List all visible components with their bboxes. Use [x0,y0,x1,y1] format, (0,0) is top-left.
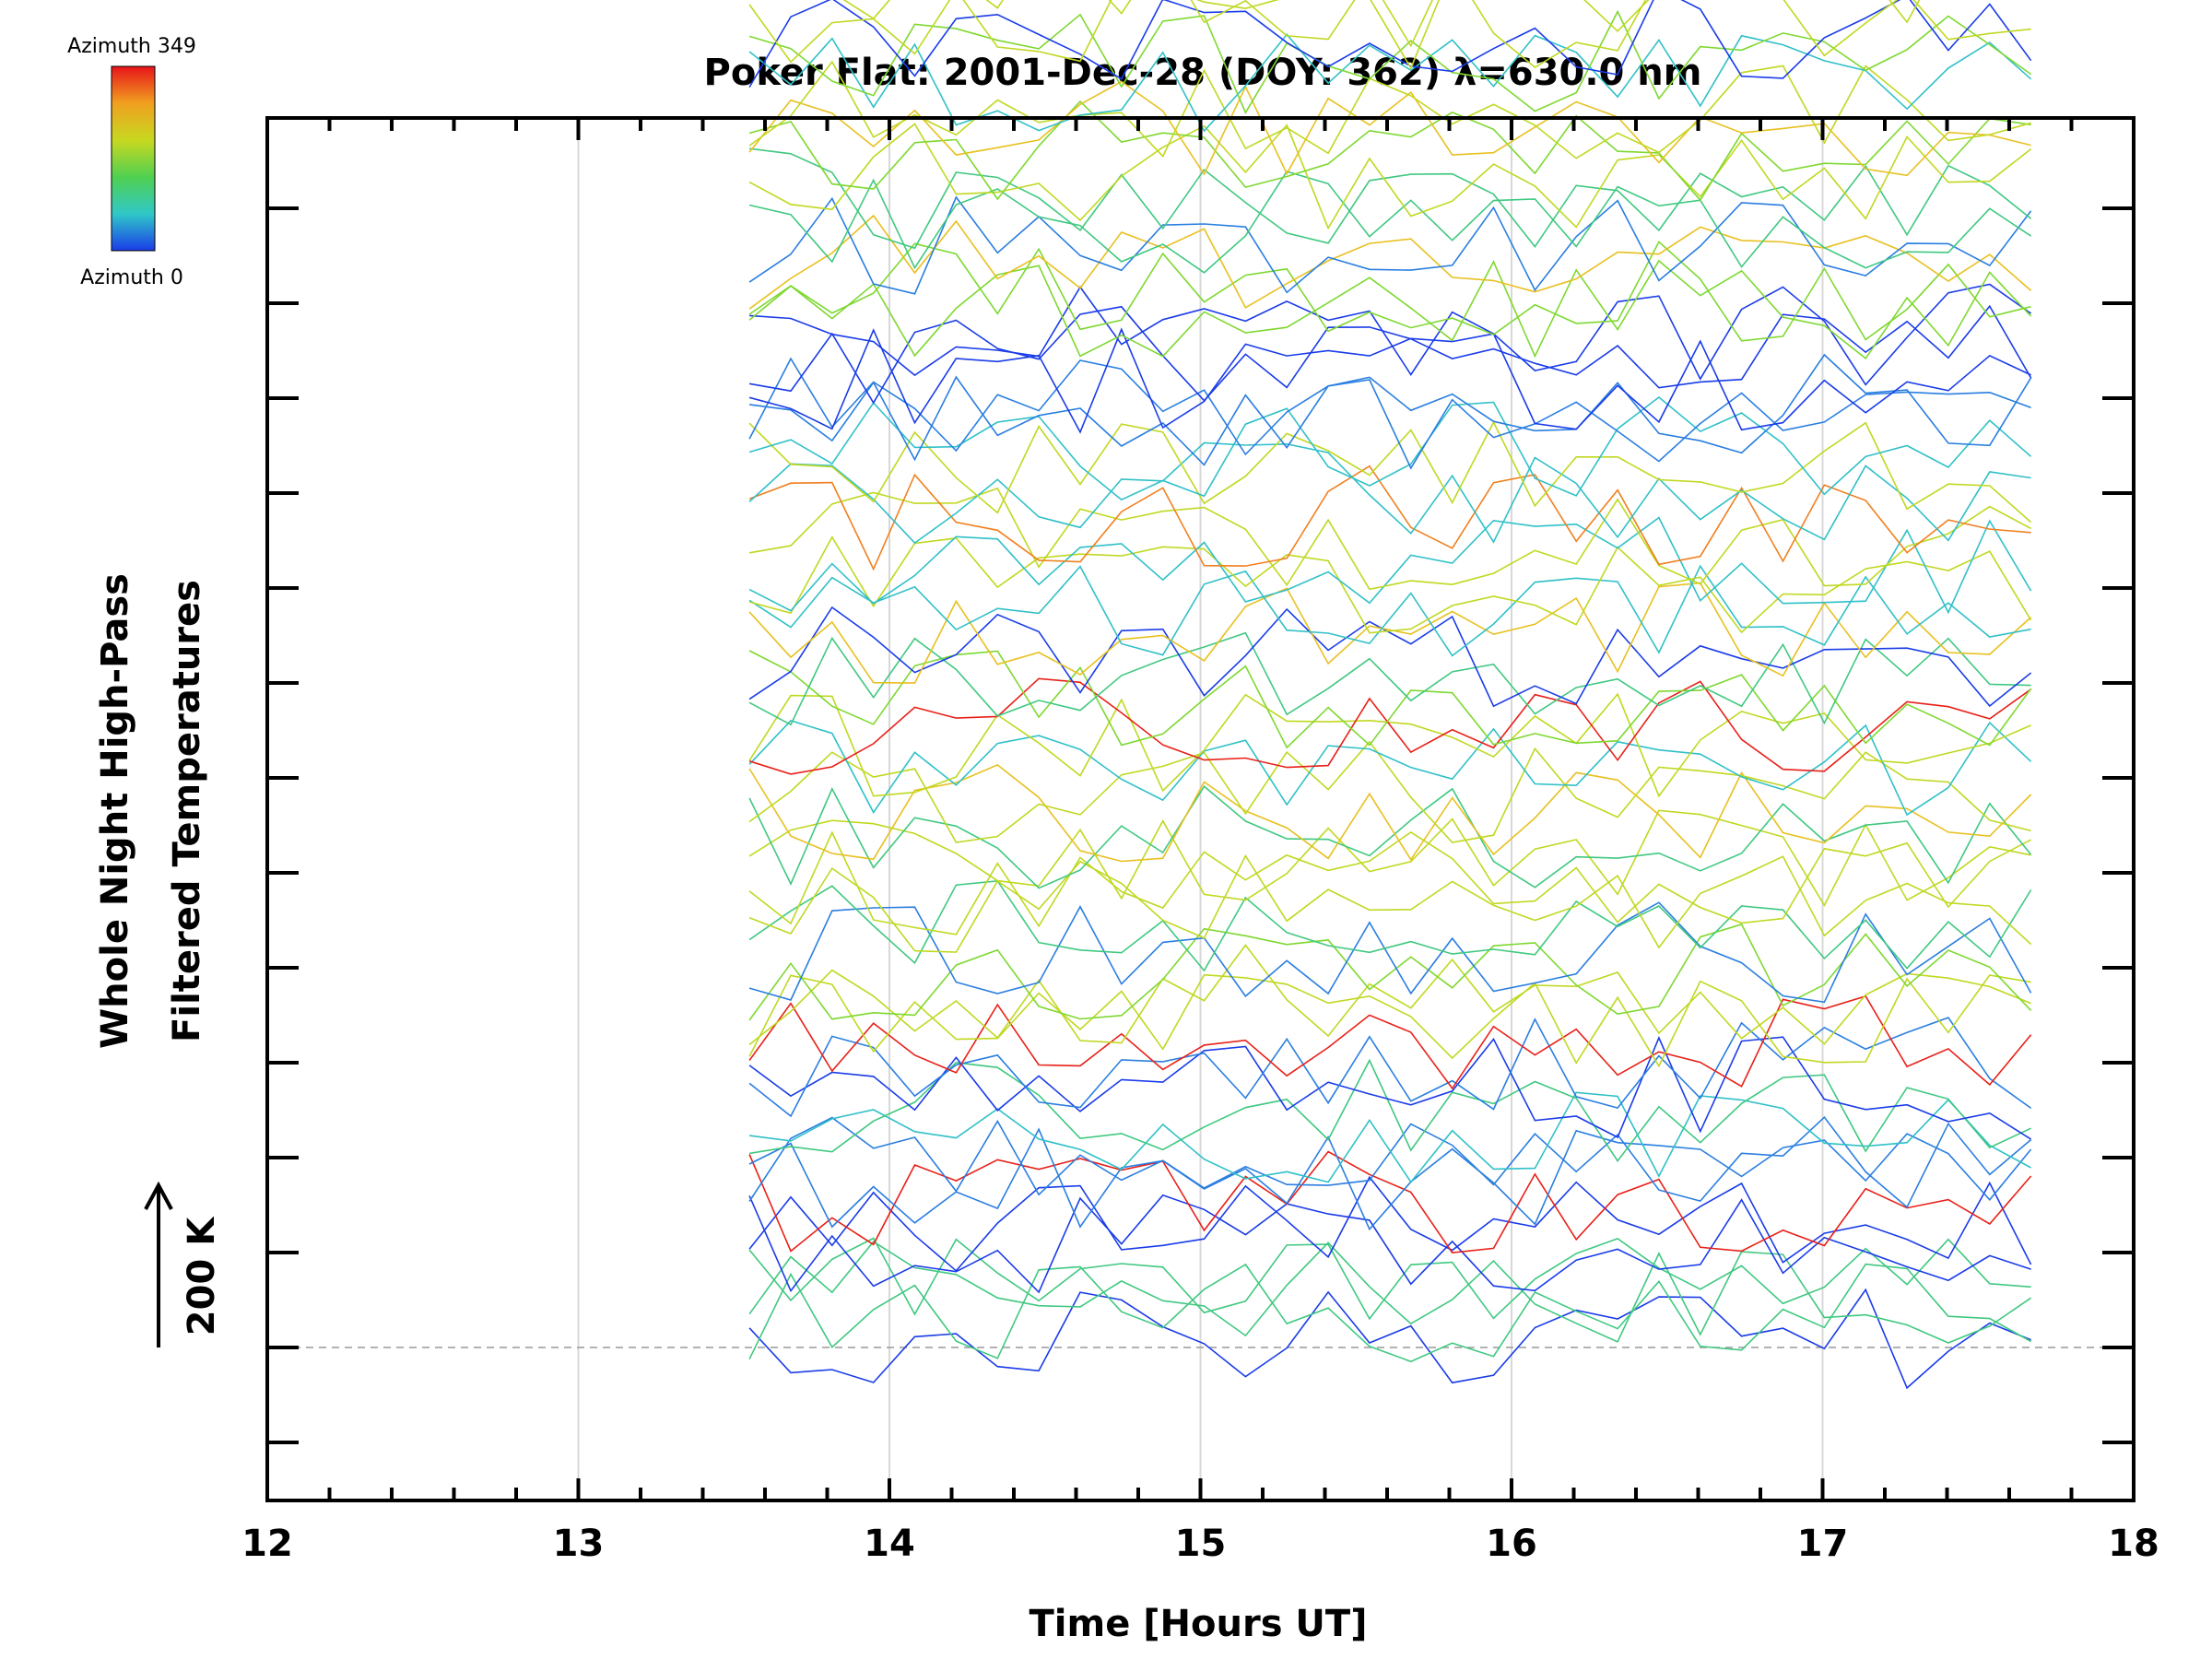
series-line [748,395,2032,501]
series-line [842,0,1921,48]
series-line [748,465,2031,571]
series-line [748,1241,2032,1344]
series-line [748,677,2032,775]
y-axis-title-line1: Whole Night High-Pass [94,573,136,1049]
x-tick-label: 15 [1175,1523,1227,1565]
series-lines [748,0,2032,1390]
series-line [748,123,2032,230]
series-line [748,1237,2031,1321]
series-line [748,100,2031,202]
series-line [748,304,2032,405]
series-line [748,353,2032,456]
series-line [748,784,2032,889]
x-tick-label: 12 [241,1523,293,1565]
series-line [748,1091,2031,1183]
x-tick-label: 18 [2108,1523,2159,1565]
x-gridlines [577,118,1824,1500]
series-line [748,740,2031,843]
series-line [748,327,2031,434]
series-line [748,1035,2032,1140]
series-line [748,1017,2032,1118]
series-line [748,195,2032,295]
series-line [748,853,2032,953]
series-line [748,33,2032,133]
series-line [748,1150,2032,1254]
series-line [748,375,2031,470]
x-tick-label: 13 [553,1523,605,1565]
series-line [748,923,2032,1021]
x-tick-label: 14 [864,1523,915,1565]
series-line [748,441,2031,545]
colorbar [111,65,156,252]
series-line [748,60,2031,159]
series-line [748,944,2031,1046]
series-line [748,1175,2032,1272]
series-line [748,487,2031,591]
scale-label: 200 K [181,1216,223,1335]
series-line [748,1127,2032,1231]
series-line [748,879,2032,972]
series-line [748,214,2032,310]
series-line [748,606,2032,708]
series-line [748,631,2031,726]
series-line [748,9,2032,114]
series-line [748,171,2032,274]
axis-ticks [265,118,2136,1500]
series-line [748,241,2031,342]
series-line [748,535,2032,634]
series-line [749,147,2032,250]
series-line [748,650,2032,749]
series-line [748,901,2032,1004]
series-line [748,809,2031,907]
series-line [748,763,2032,863]
x-tick-label: 16 [1486,1523,1537,1565]
series-line [748,830,2031,935]
y-axis-title-line2: Filtered Temperatures [166,580,208,1042]
x-axis-title: Time [Hours UT] [1030,1603,1368,1645]
series-line [748,0,2031,70]
series-line [748,564,2031,657]
colorbar-bottom-label: Azimuth 0 [80,266,183,289]
x-tick-label: 17 [1797,1523,1849,1565]
series-line [748,80,2031,177]
scale-arrow [144,1181,173,1347]
series-line [748,516,2032,615]
series-line [748,1116,2032,1208]
series-line [748,1194,2031,1294]
series-line [748,259,2032,360]
x-tick-labels: 12 13 14 15 16 17 18 [241,1523,2159,1565]
series-line [748,0,2032,88]
series-line [748,719,2032,817]
series-line [749,283,2032,386]
series-line [748,420,2032,524]
series-line [748,582,2032,684]
series-line [748,1288,2031,1390]
series-line [748,692,2031,798]
series-line [748,973,2031,1068]
series-line [748,994,2032,1090]
series-line [748,1263,2031,1363]
colorbar-top-label: Azimuth 349 [67,35,196,58]
